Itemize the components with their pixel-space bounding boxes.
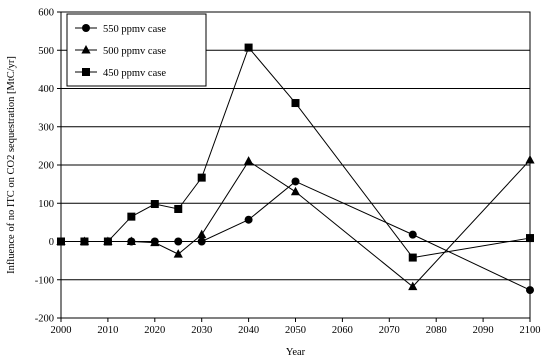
data-point-triangle [244, 156, 254, 165]
data-point-triangle [290, 186, 301, 196]
data-point-circle [174, 237, 183, 246]
y-tick-label: -100 [35, 275, 54, 286]
data-point-square [197, 173, 206, 182]
x-axis-title: Year [286, 347, 306, 358]
y-axis-ticks: -200 -100 0 100 200 300 400 500 600 [35, 8, 61, 325]
data-point-circle [197, 237, 206, 246]
x-tick-label: 2080 [426, 325, 447, 336]
x-tick-label: 2070 [379, 325, 400, 336]
y-axis-title: Influence of no ITC on CO2 sequestration… [6, 56, 17, 274]
data-point-square [103, 237, 112, 246]
data-point-square [57, 237, 65, 246]
y-tick-label: 400 [38, 84, 54, 95]
data-point-triangle [408, 281, 418, 291]
data-point-triangle [126, 236, 136, 245]
y-tick-label: -200 [35, 314, 54, 325]
x-tick-label: 2030 [191, 325, 212, 336]
data-point-circle [291, 177, 300, 186]
series-group [56, 43, 535, 295]
data-point-square [174, 204, 183, 213]
x-tick-label: 2010 [97, 325, 118, 336]
legend-label: 550 ppmv case [103, 24, 166, 35]
data-point-square [82, 68, 90, 76]
x-tick-label: 2090 [473, 325, 494, 336]
y-tick-label: 0 [49, 237, 54, 248]
legend-item: 450 ppmv case [75, 68, 166, 79]
legend-item: 500 ppmv case [75, 45, 166, 57]
data-point-circle [82, 24, 90, 32]
data-point-triangle [197, 229, 207, 239]
x-tick-label: 2020 [144, 325, 165, 336]
x-tick-label: 2050 [285, 325, 306, 336]
data-point-square [150, 200, 159, 209]
data-point-square [408, 253, 417, 262]
data-point-square [80, 237, 89, 246]
data-point-circle [244, 215, 253, 224]
y-tick-label: 500 [38, 46, 54, 57]
series-3 [57, 43, 534, 262]
data-point-triangle [525, 155, 535, 164]
legend-item: 550 ppmv case [75, 24, 166, 35]
y-tick-label: 100 [38, 199, 54, 210]
y-tick-label: 600 [38, 8, 54, 19]
x-tick-label: 2100 [520, 325, 541, 336]
y-tick-label: 200 [38, 161, 54, 172]
x-tick-label: 2060 [332, 325, 353, 336]
data-point-square [291, 99, 300, 108]
legend-label: 500 ppmv case [103, 46, 166, 57]
data-point-circle [408, 230, 417, 239]
data-point-square [127, 212, 136, 221]
x-tick-label: 2000 [51, 325, 72, 336]
data-point-square [526, 234, 534, 243]
x-tick-label: 2040 [238, 325, 259, 336]
data-point-square [244, 43, 253, 52]
data-point-circle [526, 286, 534, 295]
data-point-triangle [173, 249, 183, 258]
x-axis-ticks: 2000 2010 2020 2030 2040 2050 2060 2070 2080 2090… [51, 318, 541, 336]
y-tick-label: 300 [38, 122, 54, 133]
data-point-triangle [81, 45, 91, 54]
data-point-triangle [150, 237, 160, 247]
legend-label: 450 ppmv case [103, 68, 166, 79]
legend: 550 ppmv case 500 ppmv case 450 ppmv case [66, 13, 207, 87]
